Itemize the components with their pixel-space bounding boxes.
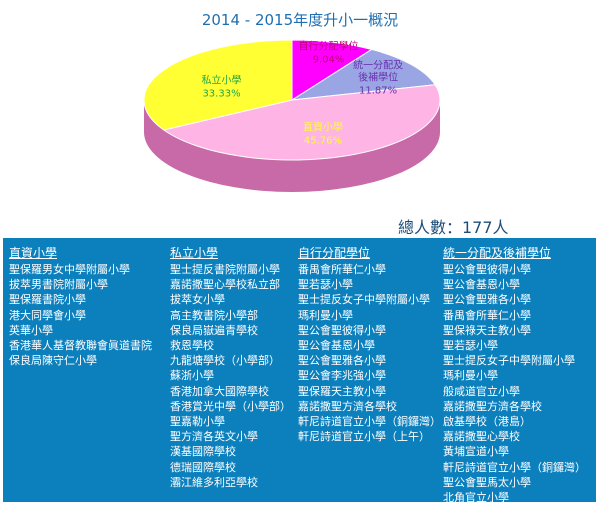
pie-slice	[143, 39, 293, 131]
school-item: 般咸道官立小學	[443, 384, 520, 398]
school-item: 漢基國際學校	[170, 445, 236, 459]
school-item: 聖士提反女子中學附屬小學	[443, 354, 575, 368]
school-item: 英華小學	[9, 323, 53, 337]
school-list: 聖士提反書院附屬小學 嘉諾撒聖心學校私立部 拔萃女小學 高主教書院小學部 保良局嶽遍青學…	[170, 262, 291, 490]
school-item: 香港加拿大國際學校	[170, 384, 269, 398]
school-list: 聖保羅男女中學附屬小學 拔萃男書院附屬小學 聖保羅書院小學 港大同學會小學 英華小學香港…	[9, 262, 152, 368]
column-title: 私立小學	[170, 246, 219, 260]
school-item: 聖公會聖馬太小學	[443, 475, 531, 489]
pie-depth	[144, 100, 440, 192]
pie-depth-wall	[144, 100, 440, 192]
school-item: 聖若瑟小學	[298, 278, 353, 292]
school-item: 蘇浙小學	[170, 369, 214, 383]
school-item: 北角官立小學	[443, 491, 509, 505]
school-item: 嘉諾撒聖心學校	[443, 430, 520, 444]
school-item: 德瑞國際學校	[170, 460, 236, 474]
school-item: 聖公會基恩小學	[298, 339, 375, 353]
slice-label: 私立小學 33.33%	[202, 73, 242, 99]
school-item: 聖保羅男女中學附屬小學	[9, 263, 130, 276]
column-title: 統一分配及後補學位	[443, 246, 552, 260]
school-list: 番禺會所華仁小學 聖若瑟小學 聖士提反女子中學附屬小學 瑪利曼小學 聖公會聖彼得小學 聖公…	[298, 262, 441, 444]
school-item: 黃埔宣道小學	[443, 445, 509, 459]
school-item: 聖嘉勒小學	[170, 415, 225, 429]
school-item: 聖士提反書院附屬小學	[170, 263, 280, 276]
school-item: 拔萃女小學	[170, 293, 225, 307]
column-direct-subsidy: 直資小學 聖保羅男女中學附屬小學 拔萃男書院附屬小學 聖保羅書院小學 港大同學會小學英…	[9, 246, 152, 368]
school-item: 聖方濟各英文小學	[170, 430, 258, 444]
school-item: 聖保祿天主教小學	[443, 323, 531, 337]
school-item: 聖若瑟小學	[443, 339, 498, 353]
chart-title: 2014 - 2015年度升小一概況	[201, 11, 399, 29]
pie-slice	[162, 84, 441, 161]
school-item: 保良局陳守仁小學	[9, 354, 97, 368]
column-central-allocation: 統一分配及後補學位 聖公會聖彼得小學 聖公會基恩小學 聖公會聖雅各小學 番禺會所華仁小…	[443, 246, 586, 520]
school-item: 聖公會柴灣聖米迦勒小學	[443, 506, 564, 520]
school-item: 保良局嶽遍青學校	[170, 323, 258, 337]
school-item: 瑪利曼小學	[443, 369, 498, 383]
school-item: 聖公會聖雅各小學	[443, 293, 531, 307]
school-item: 聖保羅書院小學	[9, 293, 86, 307]
school-item: 嘉諾撒聖心學校私立部	[170, 278, 280, 292]
school-list: 聖公會聖彼得小學 聖公會基恩小學 聖公會聖雅各小學 番禺會所華仁小學 聖保祿天主教小學聖…	[443, 262, 586, 520]
school-item: 番禺會所華仁小學	[443, 308, 531, 322]
school-item: 軒尼詩道官立小學（上午）	[298, 430, 430, 444]
total-count: 總人數：177人	[398, 218, 509, 237]
school-item: 九龍塘學校（小學部）	[170, 354, 280, 368]
slice-label: 自行分配學位 9.04%	[298, 39, 358, 65]
school-item: 聖公會基恩小學	[443, 278, 520, 292]
column-title: 直資小學	[9, 246, 58, 260]
school-item: 嘉諾撒聖方濟各學校	[443, 399, 542, 413]
slice-label: 統一分配及後補學位 11.87%	[353, 59, 403, 97]
school-list-panel: 直資小學 聖保羅男女中學附屬小學 拔萃男書院附屬小學 聖保羅書院小學 港大同學會小學英…	[3, 238, 596, 519]
pie-slice	[291, 39, 373, 101]
school-item: 番禺會所華仁小學	[298, 263, 386, 276]
pie-top	[143, 39, 441, 161]
column-title: 自行分配學位	[298, 246, 371, 260]
school-item: 聖公會聖彼得小學	[443, 263, 531, 276]
school-item: 軒尼詩道官立小學（銅鑼灣）	[443, 460, 586, 474]
pie-chart: 自行分配學位 9.04%統一分配及後補學位 11.87% 直資小學 45.76% 私立小學…	[143, 39, 441, 192]
school-item: 拔萃男書院附屬小學	[9, 278, 108, 292]
school-item: 軒尼詩道官立小學（銅鑼灣）	[298, 415, 441, 429]
slice-label: 直資小學 45.76%	[303, 121, 343, 147]
column-private: 私立小學 聖士提反書院附屬小學 嘉諾撒聖心學校私立部 拔萃女小學 高主教書院小學部 保良…	[170, 246, 291, 490]
school-item: 聖公會李兆強小學	[298, 369, 386, 383]
school-item: 聖保羅天主教小學	[298, 384, 386, 398]
school-item: 灞江維多利亞學校	[170, 475, 258, 489]
school-item: 嘉諾撒聖方濟各學校	[298, 399, 397, 413]
pie-labels: 自行分配學位 9.04%統一分配及後補學位 11.87% 直資小學 45.76% 私立小學…	[202, 39, 404, 146]
school-item: 瑪利曼小學	[298, 308, 353, 322]
school-item: 聖公會聖彼得小學	[298, 323, 386, 337]
school-item: 啟基學校（港島）	[443, 415, 531, 429]
school-item: 香港賞光中學（小學部）	[170, 399, 291, 413]
column-discretionary: 自行分配學位 番禺會所華仁小學 聖若瑟小學 聖士提反女子中學附屬小學 瑪利曼小學 聖公會…	[298, 246, 441, 444]
school-item: 香港華人基督教聯會眞道書院	[9, 339, 152, 353]
school-item: 聖公會聖雅各小學	[298, 354, 386, 368]
school-item: 高主教書院小學部	[170, 308, 258, 322]
pie-slice	[291, 48, 437, 101]
school-item: 聖士提反女子中學附屬小學	[298, 293, 430, 307]
school-item: 救恩學校	[170, 339, 214, 353]
school-item: 港大同學會小學	[9, 308, 86, 322]
